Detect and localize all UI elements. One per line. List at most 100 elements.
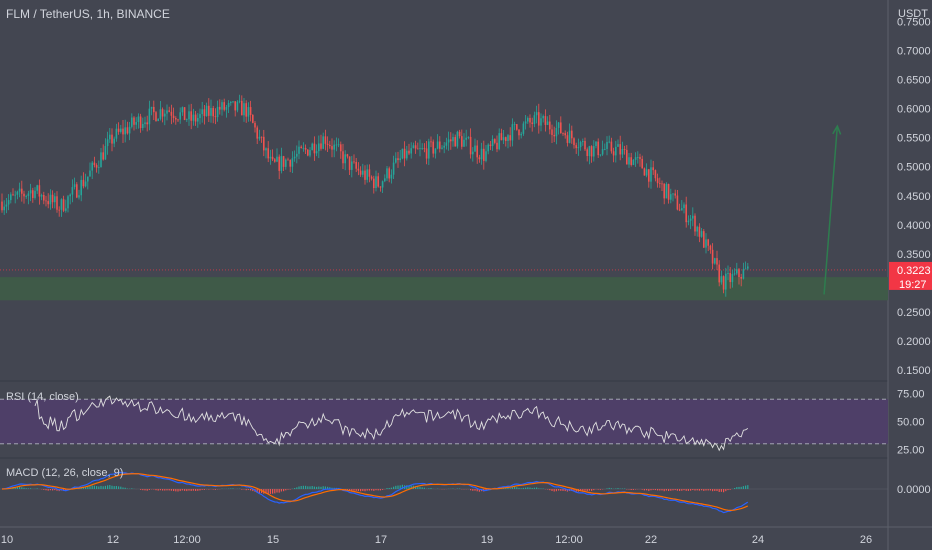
candle-body (553, 134, 555, 137)
candle-body (243, 103, 245, 116)
candle-body (588, 146, 591, 157)
candle-body (40, 195, 43, 197)
candle-body (496, 142, 498, 150)
candle-body (663, 183, 665, 199)
candle-body (216, 106, 219, 118)
candle-body (326, 143, 329, 145)
currency-label: USDT (898, 8, 928, 20)
candle-body (76, 184, 78, 198)
candle-body (249, 107, 252, 115)
candle-body (480, 148, 483, 160)
candle-body (467, 136, 470, 138)
candle-body (183, 107, 186, 121)
candle-body (51, 194, 54, 203)
candle-body (485, 151, 487, 161)
rsi-axis-ticks: 75.00 50.00 25.00 (897, 389, 925, 457)
candle-body (3, 206, 5, 211)
candle-body (322, 136, 324, 149)
time-tick-label: 12 (107, 534, 119, 546)
candle-body (450, 139, 452, 142)
candle-body (142, 123, 144, 129)
candle-body (78, 195, 80, 198)
candle-body (375, 176, 377, 189)
candle-body (731, 274, 734, 283)
price-tick-label: 0.5500 (897, 133, 931, 145)
rsi-tick-label: 75.00 (897, 389, 925, 401)
candle-body (608, 141, 610, 143)
candle-body (95, 165, 98, 168)
candle-body (474, 145, 476, 152)
candle-body (491, 139, 494, 147)
candle-body (518, 129, 520, 136)
candle-body (309, 150, 311, 156)
macd-label: MACD (12, 26, close, 9) (6, 467, 123, 479)
candle-body (223, 102, 225, 110)
candle-body (454, 137, 456, 147)
candle-body (577, 147, 580, 149)
rsi-label: RSI (14, close) (6, 391, 79, 403)
candle-body (505, 137, 507, 142)
candle-body (531, 122, 533, 124)
candle-body (670, 194, 672, 200)
candle-body (172, 115, 175, 119)
candle-body (692, 215, 694, 219)
macd-axis-ticks: 0.0000 (897, 484, 931, 496)
candle-body (252, 114, 254, 123)
candle-body (703, 231, 705, 248)
candle-body (208, 105, 210, 116)
candle-body (258, 136, 261, 139)
candle-body (507, 135, 509, 142)
time-tick-label: 26 (860, 534, 872, 546)
candle-body (650, 167, 652, 182)
candle-body (34, 190, 36, 198)
candle-body (267, 148, 269, 159)
candle-body (324, 136, 327, 144)
candle-body (287, 159, 289, 161)
candle-body (645, 169, 648, 176)
candle-body (621, 149, 624, 155)
candle-body (87, 176, 89, 182)
candle-body (601, 149, 604, 155)
signal-line (1, 473, 749, 511)
candle-body (599, 154, 602, 156)
candle-body (82, 179, 85, 187)
candle-body (25, 196, 27, 197)
last-price-badge[interactable] (889, 261, 932, 290)
candle-body (498, 133, 500, 150)
candle-body (364, 170, 366, 180)
candle-body (307, 149, 309, 156)
price-tick-label: 0.2500 (897, 307, 931, 319)
candle-body (128, 126, 131, 134)
candle-body (117, 128, 120, 132)
candle-body (612, 151, 615, 156)
candle-body (445, 142, 448, 146)
candle-body (524, 121, 527, 124)
candles-group (1, 94, 749, 297)
candle-body (533, 115, 536, 124)
candle-body (401, 148, 404, 159)
candle-body (579, 142, 582, 148)
candle-body (562, 133, 564, 134)
candle-body (164, 113, 166, 117)
candle-body (346, 154, 349, 157)
candle-body (203, 109, 206, 117)
candle-body (362, 170, 364, 175)
candle-body (254, 122, 256, 128)
candle-body (566, 135, 569, 143)
candle-body (18, 188, 21, 192)
candle-body (227, 103, 230, 108)
time-tick-label: 12:00 (555, 534, 583, 546)
candle-body (23, 193, 25, 197)
candle-body (276, 156, 278, 162)
candle-body (329, 144, 331, 147)
candle-body (483, 148, 485, 161)
candle-body (573, 138, 575, 146)
candle-body (456, 131, 459, 147)
price-tick-label: 0.6500 (897, 75, 931, 87)
candle-body (403, 148, 406, 159)
price-tick-label: 0.1500 (897, 365, 931, 377)
candle-body (313, 143, 316, 154)
candle-body (263, 136, 265, 151)
candle-body (232, 101, 234, 103)
candle-body (133, 117, 135, 125)
